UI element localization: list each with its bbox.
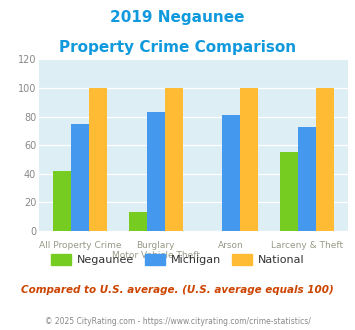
Bar [71, 124, 89, 231]
Bar [89, 88, 108, 231]
Bar [147, 112, 165, 231]
Bar [222, 115, 240, 231]
Bar [129, 213, 147, 231]
Text: 2019 Negaunee: 2019 Negaunee [110, 10, 245, 25]
Text: Property Crime Comparison: Property Crime Comparison [59, 40, 296, 54]
Bar [279, 152, 297, 231]
Bar [165, 88, 183, 231]
Text: © 2025 CityRating.com - https://www.cityrating.com/crime-statistics/: © 2025 CityRating.com - https://www.city… [45, 317, 310, 326]
Bar [316, 88, 334, 231]
Bar [53, 171, 71, 231]
Bar [297, 127, 316, 231]
Text: Compared to U.S. average. (U.S. average equals 100): Compared to U.S. average. (U.S. average … [21, 285, 334, 295]
Legend: Negaunee, Michigan, National: Negaunee, Michigan, National [47, 250, 308, 270]
Bar [240, 88, 258, 231]
